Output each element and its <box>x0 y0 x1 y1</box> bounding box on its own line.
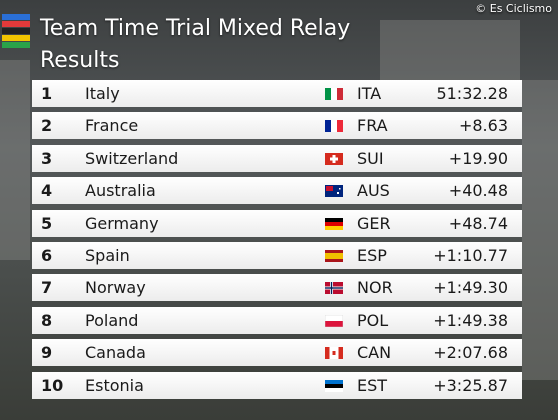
result-row: 4 Australia AUS +40.48 <box>32 177 522 205</box>
country-name: Norway <box>85 278 146 298</box>
rank: 4 <box>41 181 53 201</box>
time: +48.74 <box>448 213 508 233</box>
country-name: Canada <box>85 343 146 363</box>
rank: 5 <box>41 213 53 233</box>
country-name: Poland <box>85 310 139 330</box>
country-code: AUS <box>357 181 390 201</box>
flag <box>325 314 343 327</box>
time: +8.63 <box>458 116 508 136</box>
rank: 3 <box>41 148 53 168</box>
flag <box>325 217 343 230</box>
rank: 10 <box>41 375 64 395</box>
flag <box>325 379 343 392</box>
country-name: France <box>85 116 139 136</box>
flag <box>325 250 343 262</box>
country-code: EST <box>357 375 388 395</box>
country-code: ESP <box>357 246 387 265</box>
result-row: 9 Canada CAN +2:07.68 <box>32 339 522 367</box>
result-row: 7 Norway NOR +1:49.30 <box>32 274 522 302</box>
uci-stripes <box>2 14 30 48</box>
flag <box>325 152 343 165</box>
rank: 8 <box>41 310 53 330</box>
country-code: GER <box>357 213 391 233</box>
result-row: 2 France FRA +8.63 <box>32 112 522 140</box>
time: +40.48 <box>448 181 508 201</box>
subtitle: Results <box>40 48 120 73</box>
country-code: FRA <box>357 116 388 136</box>
country-code: ITA <box>357 84 382 103</box>
result-row: 10 Estonia EST +3:25.87 <box>32 371 522 399</box>
watermark: © Es Ciclismo <box>475 2 552 15</box>
background <box>522 80 558 380</box>
rank: 9 <box>41 343 53 363</box>
time: +1:49.38 <box>433 310 508 330</box>
country-code: NOR <box>357 278 393 298</box>
flag <box>325 120 343 133</box>
time: +1:10.77 <box>433 246 508 265</box>
title: Team Time Trial Mixed Relay <box>40 16 351 41</box>
flag <box>325 282 343 295</box>
country-code: POL <box>357 310 389 330</box>
flag <box>325 347 343 360</box>
time: 51:32.28 <box>436 84 508 103</box>
country-name: Germany <box>85 213 159 233</box>
country-name: Italy <box>85 84 120 103</box>
result-row: 6 Spain ESP +1:10.77 <box>32 242 522 269</box>
time: +3:25.87 <box>433 375 508 395</box>
country-name: Switzerland <box>85 148 179 168</box>
rank: 2 <box>41 116 53 136</box>
country-code: SUI <box>357 148 384 168</box>
time: +1:49.30 <box>433 278 508 298</box>
rank: 6 <box>41 246 53 265</box>
background <box>0 60 30 260</box>
country-code: CAN <box>357 343 392 363</box>
result-row: 3 Switzerland SUI +19.90 <box>32 144 522 172</box>
time: +19.90 <box>448 148 508 168</box>
background <box>380 20 520 80</box>
country-name: Spain <box>85 246 130 265</box>
time: +2:07.68 <box>433 343 508 363</box>
result-row: 8 Poland POL +1:49.38 <box>32 306 522 334</box>
country-name: Australia <box>85 181 156 201</box>
rank: 1 <box>41 84 53 103</box>
flag <box>325 185 343 198</box>
flag <box>325 88 343 100</box>
rank: 7 <box>41 278 53 298</box>
result-row: 1 Italy ITA 51:32.28 <box>32 80 522 107</box>
result-row: 5 Germany GER +48.74 <box>32 209 522 237</box>
country-name: Estonia <box>85 375 144 395</box>
